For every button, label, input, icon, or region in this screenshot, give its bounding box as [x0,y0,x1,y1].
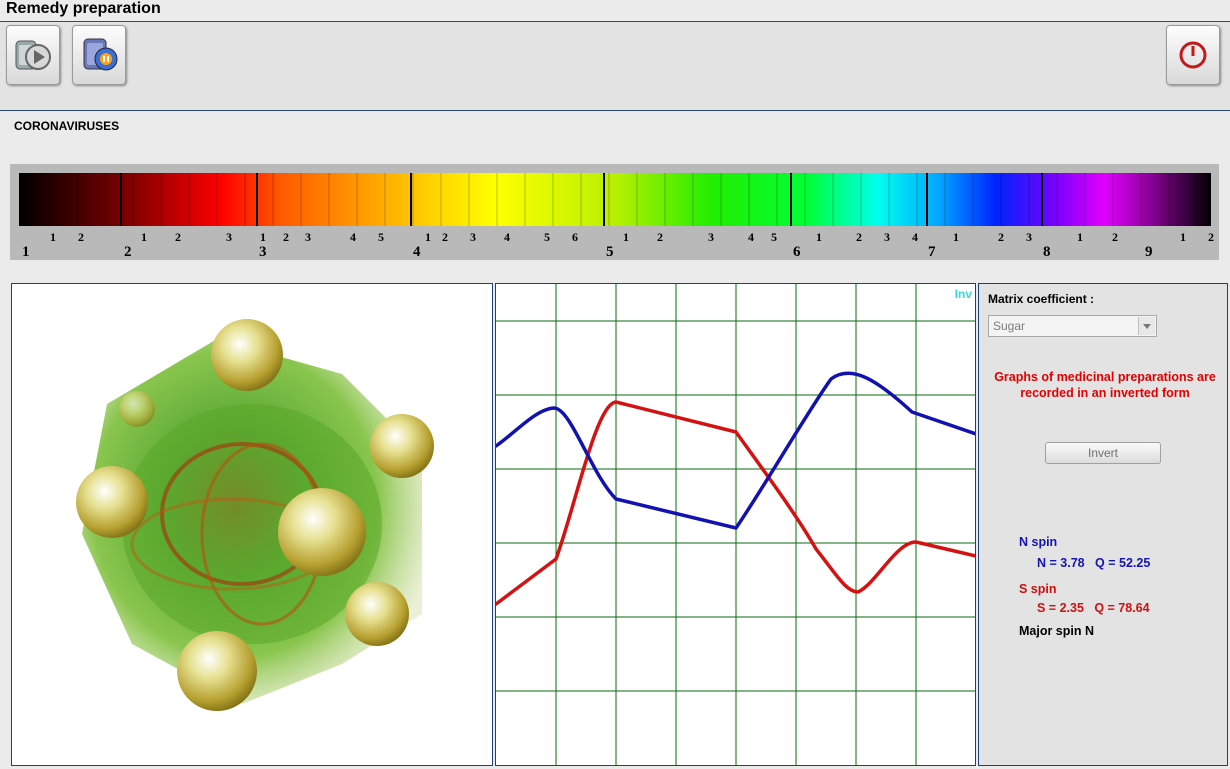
spectrum-minor-label: 1 [260,230,266,244]
virus-image [76,319,434,711]
spectrum-major-label: 2 [124,244,132,260]
spectrum-minor-label: 4 [748,230,754,244]
spectrum-minor-label: 2 [1112,230,1118,244]
preparation-button[interactable] [72,25,126,85]
spectrum-minor-label: 1 [141,230,147,244]
virus-name: CORONAVIRUSES [14,119,120,133]
spectrum-minor-label: 1 [1077,230,1083,244]
spectrum-minor-label: 5 [544,230,550,244]
spectrum-minor-label: 5 [771,230,777,244]
spectrum-minor-label: 4 [504,230,510,244]
spectrum-minor-label: 1 [623,230,629,244]
spectrum-minor-label: 1 [425,230,431,244]
spectrum-major-label: 5 [606,244,614,260]
virus-image-panel [11,283,493,766]
spectrum-scale: 1 2 3 4 5 6 7 8 91 2 1 2 3 1 2 3 4 5 1 2 3 4 5 6 1 2 3 4 5 1 2 3 4 1 2 3 1 2 1… [22,230,1214,260]
spectrum-minor-label: 1 [953,230,959,244]
power-button[interactable] [1166,25,1220,85]
matrix-coefficient-label: Matrix coefficient : [988,292,1095,306]
inv-label: Inv [954,287,972,301]
play-icon [15,40,51,70]
spectrum-major-label: 3 [259,244,267,260]
spectrum-minor-label: 4 [912,230,918,244]
n-spin-curve [494,371,978,530]
n-spin-title: N spin [1019,535,1058,549]
spectrum-minor-label: 2 [657,230,663,244]
spectrum-minor-label: 3 [1026,230,1032,244]
matrix-coefficient-select[interactable]: Sugar [988,315,1157,337]
spectrum-minor-label: 3 [470,230,476,244]
s-spin-title: S spin [1019,582,1057,596]
spin-graph [494,284,978,765]
n-spin-values: N = 3.78 Q = 52.25 [1037,556,1151,570]
window-title: Remedy preparation [6,0,161,17]
control-panel: Matrix coefficient : Sugar Graphs of med… [978,283,1228,766]
spectrum-major-label: 9 [1145,244,1153,260]
spectrum-minor-label: 2 [998,230,1004,244]
power-icon [1179,41,1207,69]
spectrum-major-label: 1 [22,244,30,260]
major-spin: Major spin N [1019,624,1095,638]
spectrum-minor-label: 5 [378,230,384,244]
spectrum-minor-label: 2 [1208,230,1214,244]
spectrum-major-label: 6 [793,244,801,260]
spectrum-minor-label: 3 [708,230,714,244]
spectrum-minor-label: 2 [283,230,289,244]
spectrum-minor-label: 2 [442,230,448,244]
toolbar [0,22,1230,111]
spectrum-minor-label: 1 [1180,230,1186,244]
spectrum-minor-label: 2 [175,230,181,244]
invert-button[interactable]: Invert [1045,442,1161,464]
remedy-jar-icon [83,38,118,71]
play-button[interactable] [6,25,60,85]
spectrum-minor-label: 2 [78,230,84,244]
spectrum-minor-label: 3 [226,230,232,244]
spectrum-minor-label: 1 [50,230,56,244]
spectrum-minor-label: 2 [856,230,862,244]
spectrum-major-label: 8 [1043,244,1051,260]
spectrum-minor-label: 6 [572,230,578,244]
spectrum-minor-label: 1 [816,230,822,244]
spectrum-minor-label: 4 [350,230,356,244]
chevron-down-icon[interactable] [1138,317,1155,335]
spectrum-minor-label: 3 [884,230,890,244]
spin-graph-panel: Inv [494,283,978,766]
inverted-form-note: Graphs of medicinal preparations are rec… [994,370,1216,400]
s-spin-values: S = 2.35 Q = 78.64 [1037,601,1150,615]
spectrum-major-label: 4 [413,244,421,260]
matrix-coefficient-value: Sugar [993,319,1026,333]
spectrum-minor-label: 3 [305,230,311,244]
spectrum-major-label: 7 [928,244,936,260]
spectrum-bar[interactable] [19,173,1211,226]
title-bar: Remedy preparation [0,0,1230,22]
